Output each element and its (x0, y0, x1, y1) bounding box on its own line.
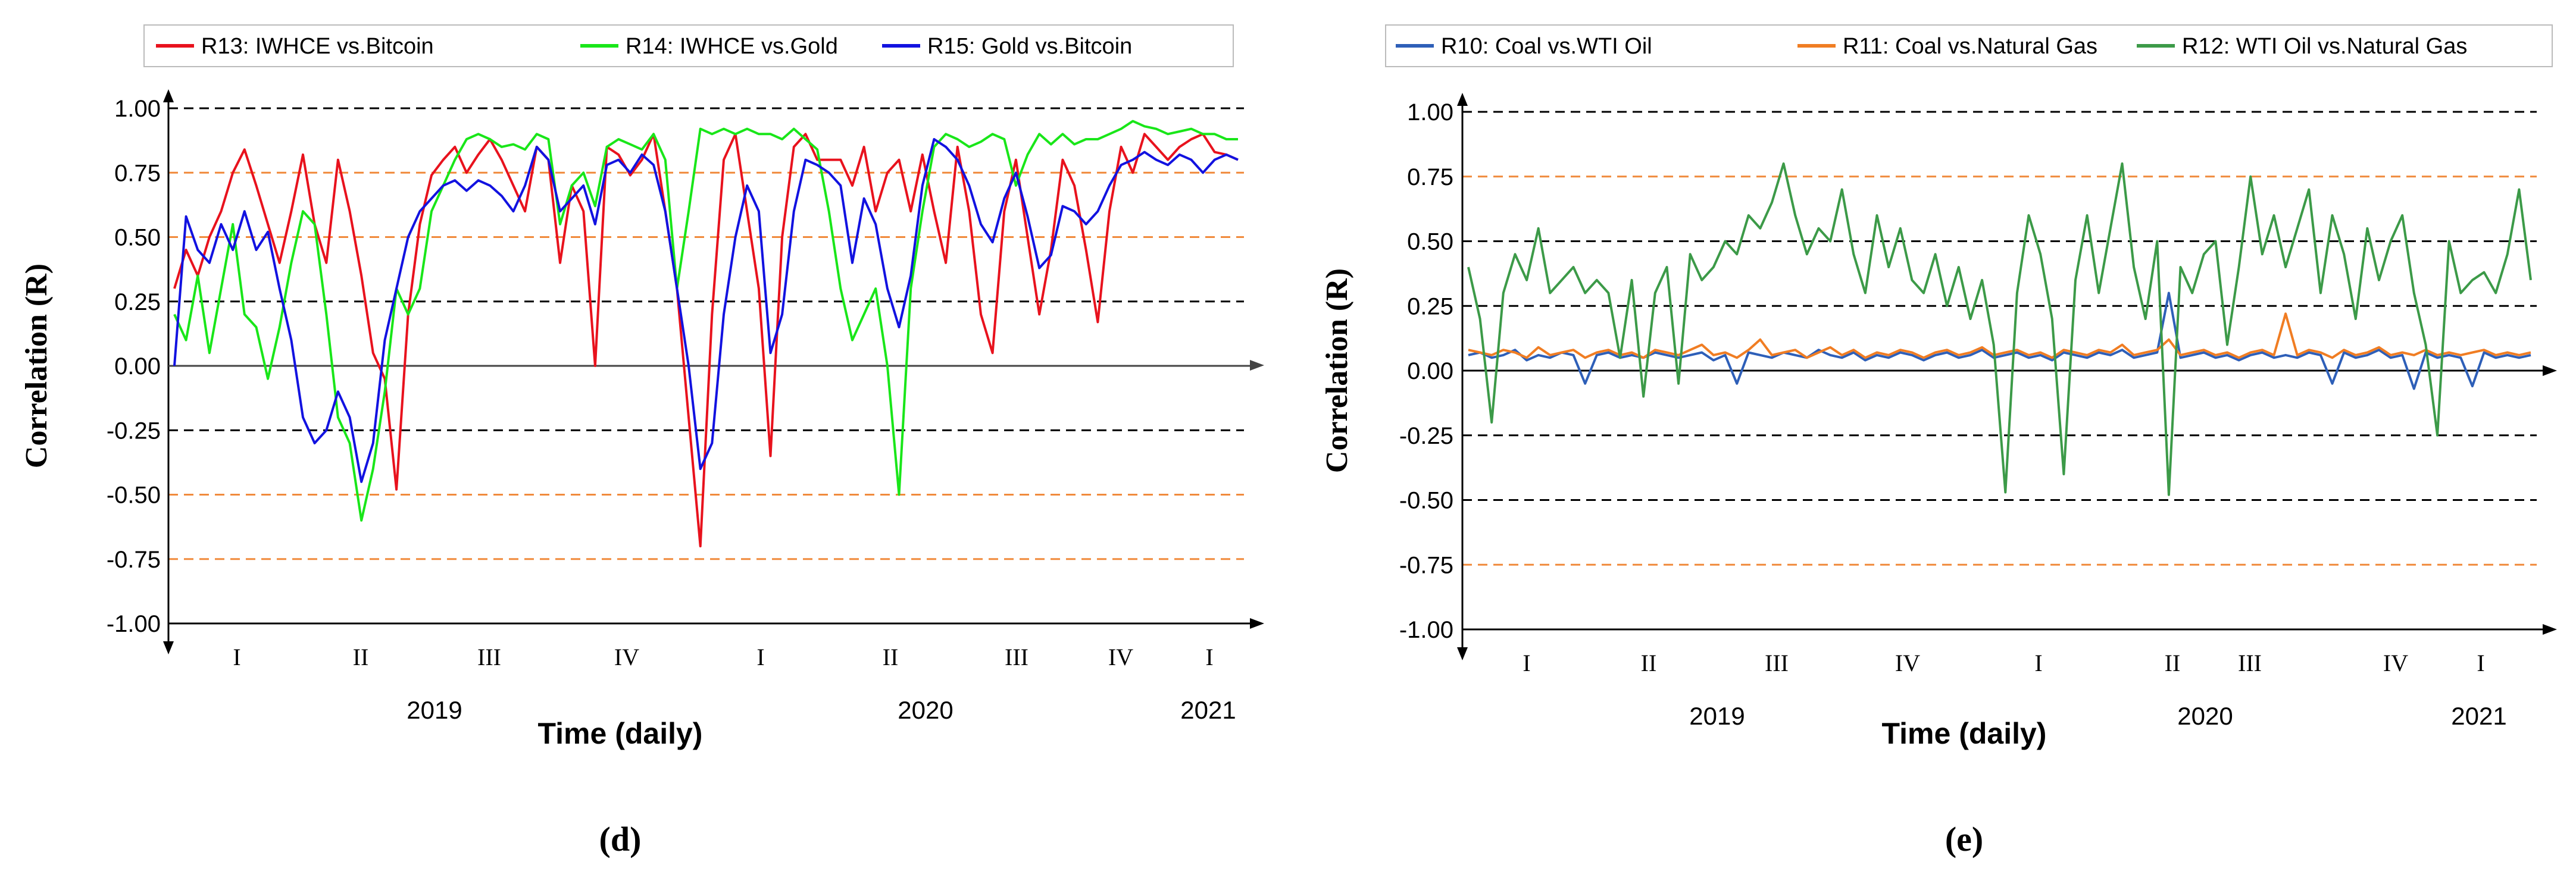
y-axis-arrow-bottom (1457, 647, 1468, 660)
legend-label: R14: IWHCE vs.Gold (626, 34, 838, 59)
y-tick-label: -0.75 (1399, 552, 1453, 578)
x-quarter-label: III (1005, 644, 1028, 670)
x-quarter-label: II (353, 644, 369, 670)
y-tick-label: 0.50 (1407, 229, 1453, 255)
x-year-label: 2021 (1180, 696, 1236, 724)
panel-caption: (d) (599, 820, 642, 858)
x-quarter-label: I (756, 644, 764, 670)
x-quarter-label: I (2477, 650, 2484, 676)
y-tick-label: -1.00 (107, 611, 161, 637)
y-tick-label: -0.75 (107, 547, 161, 573)
x-quarter-label: II (2165, 650, 2181, 676)
x-year-label: 2020 (2177, 702, 2233, 730)
panel-e: 1.00 0.75 0.50 0.25 0.00 -0.25 -0.50 -0.75 -1.00… (1320, 24, 2557, 858)
series-line-3 (1467, 162, 2532, 496)
x-year-label: 2021 (2451, 702, 2506, 730)
legend-label: R10: Coal vs.WTI Oil (1441, 34, 1652, 59)
x-quarter-label: II (1641, 650, 1657, 676)
y-axis-arrow-top (1457, 93, 1468, 106)
legend-label: R15: Gold vs.Bitcoin (927, 34, 1132, 59)
legend-label: R12: WTI Oil vs.Natural Gas (2182, 34, 2467, 59)
x-quarter-label: II (883, 644, 899, 670)
legend (143, 24, 1234, 67)
zero-line-arrow (1250, 360, 1264, 371)
x-year-label: 2019 (1689, 702, 1745, 730)
legend (1385, 24, 2553, 67)
x-quarter-label: III (477, 644, 501, 670)
x-axis-label: Time (daily) (538, 717, 703, 750)
y-axis-label: Correlation (R) (1320, 268, 1354, 473)
y-tick-label: -0.50 (107, 482, 161, 509)
legend-label: R13: IWHCE vs.Bitcoin (201, 34, 434, 59)
x-axis-arrow (2543, 624, 2557, 635)
x-quarter-label: I (1205, 644, 1213, 670)
x-year-label: 2020 (898, 696, 953, 724)
x-quarter-label: I (2034, 650, 2042, 676)
panel-caption: (e) (1945, 820, 1983, 858)
x-quarter-label: III (1765, 650, 1789, 676)
y-tick-label: 0.75 (114, 160, 161, 186)
series-line-3 (173, 138, 1239, 483)
y-tick-label: -0.25 (1399, 423, 1453, 449)
y-axis-label: Correlation (R) (20, 264, 54, 468)
x-quarter-label: I (1523, 650, 1530, 676)
y-tick-label: 0.75 (1407, 164, 1453, 190)
y-axis-arrow-bottom (163, 641, 174, 654)
y-tick-label: 1.00 (1407, 99, 1453, 126)
series-line-2 (1468, 312, 2531, 359)
y-tick-label: 0.25 (1407, 293, 1453, 319)
x-quarter-label: IV (1895, 650, 1920, 676)
y-tick-label: 1.00 (114, 96, 161, 122)
y-tick-label: 0.00 (114, 353, 161, 380)
y-tick-label: 0.25 (114, 289, 161, 315)
y-tick-label: -0.50 (1399, 488, 1453, 514)
x-quarter-label: IV (614, 644, 639, 670)
y-tick-label: -0.25 (107, 418, 161, 444)
panel-d: 1.00 0.75 0.50 0.25 0.00 -0.25 -0.50 -0.75 -1.00… (20, 24, 1264, 858)
x-quarter-label: III (2238, 650, 2262, 676)
legend-label: R11: Coal vs.Natural Gas (1843, 34, 2097, 59)
x-axis-arrow (1250, 618, 1264, 629)
y-tick-label: 0.00 (1407, 358, 1453, 384)
series-line-2 (173, 120, 1238, 522)
series-line-1 (173, 133, 1239, 548)
x-quarter-label: I (233, 644, 240, 670)
x-quarter-label: IV (2383, 650, 2408, 676)
x-year-label: 2019 (407, 696, 462, 724)
y-axis-arrow-top (163, 89, 174, 102)
x-axis-label: Time (daily) (1882, 717, 2047, 750)
y-tick-label: -1.00 (1399, 617, 1453, 643)
zero-line-arrow (2543, 365, 2557, 376)
y-tick-label: 0.50 (114, 225, 161, 251)
x-quarter-label: IV (1108, 644, 1133, 670)
